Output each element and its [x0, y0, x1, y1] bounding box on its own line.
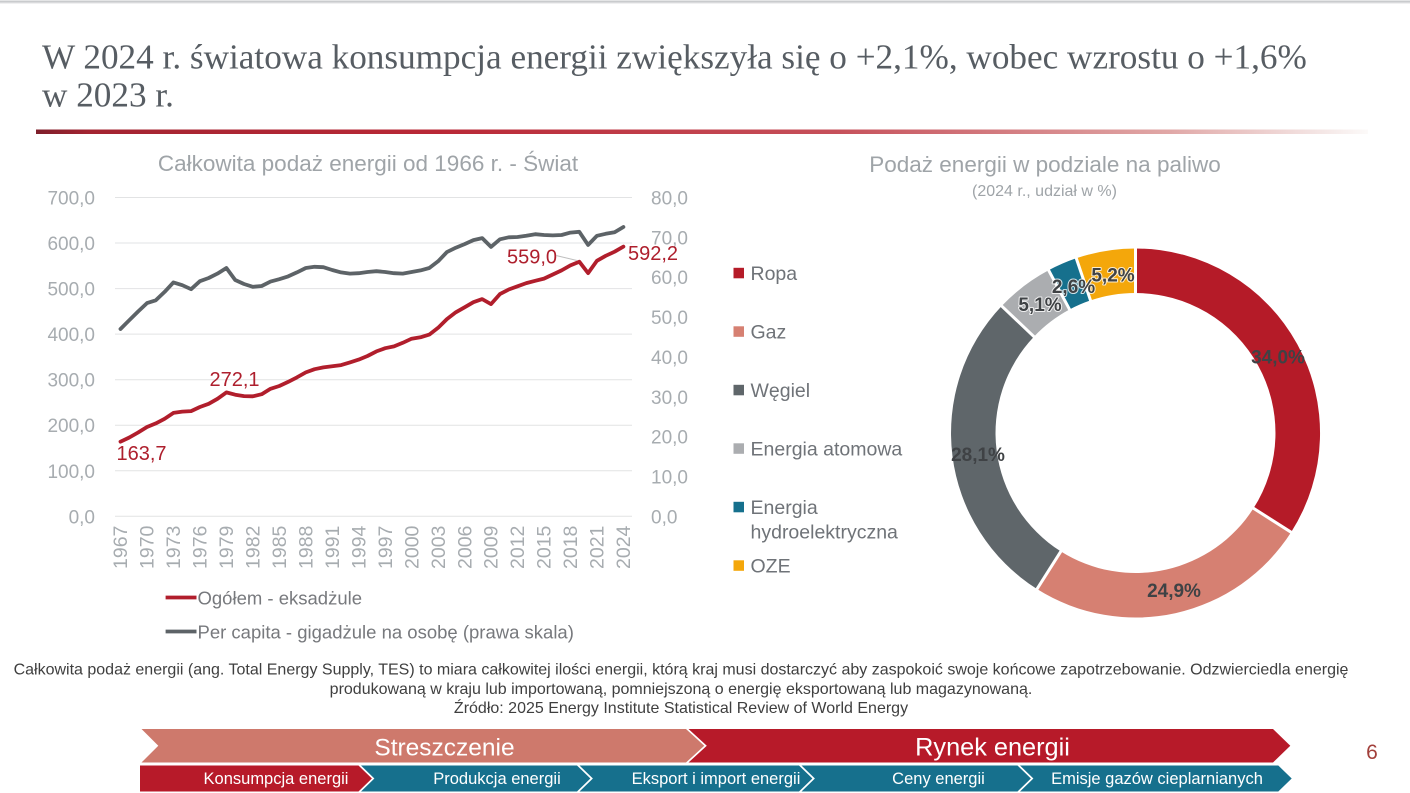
svg-text:28,1%: 28,1% [951, 445, 1005, 466]
svg-text:hydroelektryczna: hydroelektryczna [751, 522, 899, 544]
svg-text:Całkowita podaż energii od 196: Całkowita podaż energii od 1966 r. - Świ… [158, 151, 579, 176]
svg-text:40,0: 40,0 [651, 348, 688, 369]
svg-text:30,0: 30,0 [651, 388, 688, 409]
svg-text:Ropa: Ropa [751, 263, 798, 285]
svg-text:Konsumpcja energii: Konsumpcja energii [204, 770, 349, 788]
svg-text:Ogółem - eksadżule: Ogółem - eksadżule [198, 588, 363, 609]
svg-text:2012: 2012 [507, 526, 529, 569]
svg-text:5,1%: 5,1% [1018, 295, 1061, 316]
svg-text:Eksport i import energii: Eksport i import energii [632, 770, 801, 788]
svg-text:5,1%: 5,1% [1018, 295, 1061, 316]
svg-text:Energia: Energia [751, 497, 818, 519]
svg-text:2003: 2003 [428, 526, 450, 569]
svg-text:OZE: OZE [751, 556, 791, 578]
svg-text:2009: 2009 [481, 526, 503, 569]
svg-text:50,0: 50,0 [651, 308, 688, 329]
svg-text:W 2024 r. światowa konsumpcja: W 2024 r. światowa konsumpcja energii zw… [42, 38, 1307, 77]
svg-text:Streszczenie: Streszczenie [374, 735, 514, 762]
svg-text:559,0: 559,0 [507, 247, 557, 269]
svg-text:produkowaną w kraju lub import: produkowaną w kraju lub importowaną, pom… [330, 681, 1033, 698]
svg-text:592,2: 592,2 [628, 243, 678, 265]
svg-text:34,0%: 34,0% [1251, 348, 1305, 369]
svg-text:2018: 2018 [560, 526, 582, 569]
svg-text:80,0: 80,0 [651, 189, 688, 210]
svg-text:1997: 1997 [375, 526, 397, 569]
svg-text:700,0: 700,0 [47, 189, 95, 210]
svg-text:20,0: 20,0 [651, 428, 688, 449]
svg-text:500,0: 500,0 [47, 280, 95, 301]
svg-text:2024: 2024 [613, 525, 635, 569]
svg-text:163,7: 163,7 [116, 443, 166, 465]
svg-text:1967: 1967 [110, 526, 132, 569]
svg-text:2000: 2000 [401, 525, 423, 569]
svg-text:2,6%: 2,6% [1052, 277, 1095, 298]
svg-text:0,0: 0,0 [651, 507, 677, 528]
svg-text:Węgiel: Węgiel [751, 380, 811, 402]
svg-text:5,2%: 5,2% [1091, 265, 1134, 286]
svg-text:6: 6 [1366, 741, 1378, 764]
svg-text:1982: 1982 [243, 526, 265, 569]
svg-text:200,0: 200,0 [47, 416, 95, 437]
svg-text:Ceny energii: Ceny energii [892, 770, 985, 788]
svg-text:2015: 2015 [534, 525, 556, 569]
svg-text:300,0: 300,0 [47, 371, 95, 392]
svg-text:Źródło: 2025 Energy Institute: Źródło: 2025 Energy Institute Statistica… [454, 698, 908, 717]
svg-text:0,0: 0,0 [69, 507, 95, 528]
svg-text:Całkowita podaż energii (ang.: Całkowita podaż energii (ang. Total Ener… [14, 662, 1349, 679]
svg-text:1988: 1988 [296, 526, 318, 569]
svg-text:(2024 r., udział w %): (2024 r., udział w %) [972, 183, 1117, 200]
svg-text:1979: 1979 [216, 526, 238, 569]
svg-text:600,0: 600,0 [47, 234, 95, 255]
svg-text:272,1: 272,1 [209, 369, 259, 391]
svg-text:1994: 1994 [348, 525, 370, 569]
svg-text:Gaz: Gaz [751, 322, 787, 344]
svg-text:100,0: 100,0 [47, 462, 95, 483]
svg-text:w 2023 r.: w 2023 r. [42, 76, 174, 115]
svg-text:1970: 1970 [137, 525, 159, 569]
svg-text:Per capita - gigadżule na osob: Per capita - gigadżule na osobę (prawa s… [198, 622, 574, 643]
svg-text:Podaż energii w podziale na pa: Podaż energii w podziale na paliwo [869, 152, 1220, 177]
svg-text:10,0: 10,0 [651, 468, 688, 489]
svg-text:Emisje gazów cieplarnianych: Emisje gazów cieplarnianych [1051, 770, 1263, 788]
svg-text:Energia atomowa: Energia atomowa [751, 439, 903, 461]
svg-text:1991: 1991 [322, 526, 344, 569]
svg-text:24,9%: 24,9% [1147, 581, 1201, 602]
svg-text:Rynek energii: Rynek energii [915, 734, 1070, 762]
svg-text:2006: 2006 [454, 526, 476, 569]
svg-text:5,2%: 5,2% [1091, 265, 1134, 286]
svg-text:1976: 1976 [190, 526, 212, 569]
svg-text:70,0: 70,0 [651, 228, 688, 249]
svg-text:1985: 1985 [269, 525, 291, 569]
svg-text:400,0: 400,0 [47, 325, 95, 346]
svg-text:2021: 2021 [587, 526, 609, 569]
svg-text:1973: 1973 [163, 526, 185, 569]
svg-text:Produkcja energii: Produkcja energii [433, 770, 561, 788]
svg-text:2,6%: 2,6% [1052, 277, 1095, 298]
svg-text:60,0: 60,0 [651, 268, 688, 289]
